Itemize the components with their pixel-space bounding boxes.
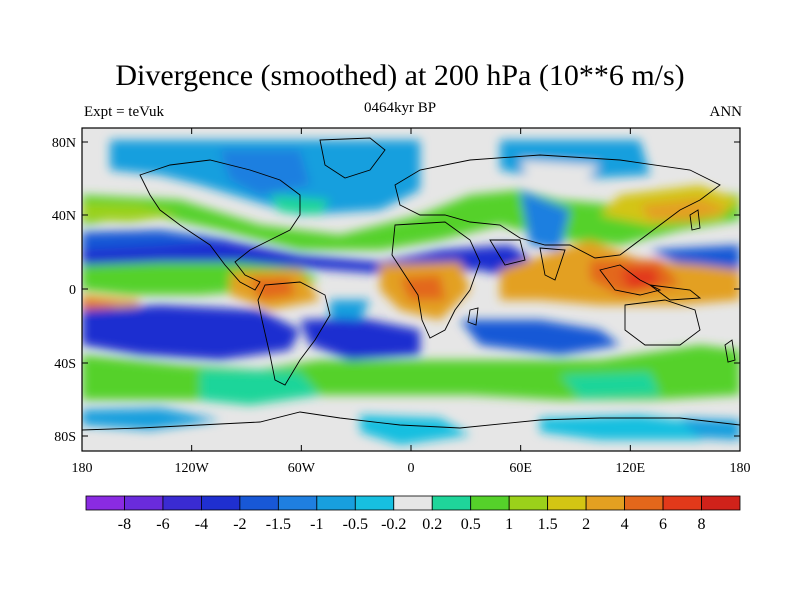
colorbar-label: 8 xyxy=(698,516,706,533)
colorbar-swatch xyxy=(354,495,395,511)
lon-axis: 180 120W 60W 0 60E 120E 180 xyxy=(72,128,751,476)
colorbar-swatch xyxy=(585,495,625,511)
colorbar-swatch xyxy=(470,495,510,511)
lat-tick-label: 40N xyxy=(52,209,76,224)
colorbar-label: -2 xyxy=(233,516,246,533)
colorbar-swatch xyxy=(85,495,125,511)
colorbar-label: 0.2 xyxy=(422,516,442,533)
lon-tick-label: 120E xyxy=(616,461,646,476)
lat-axis: 80N 40N 0 40S 80S xyxy=(52,136,740,445)
lat-tick-label: 80N xyxy=(52,136,76,151)
colorbar-swatch xyxy=(431,495,472,511)
colorbar-label: 1 xyxy=(505,516,513,533)
colorbar-swatch xyxy=(277,495,318,511)
lat-tick-label: 80S xyxy=(54,430,76,445)
colorbar-label: 0.5 xyxy=(461,516,481,533)
colorbar-label: 2 xyxy=(582,516,590,533)
colorbar-label: 6 xyxy=(659,516,667,533)
colorbar-swatch xyxy=(547,495,587,511)
colorbar-label: -0.2 xyxy=(381,516,406,533)
lon-tick-label: 60E xyxy=(509,461,532,476)
lon-tick-label: 0 xyxy=(408,461,415,476)
lon-tick-label: 120W xyxy=(175,461,210,476)
colorbar-label: -1.5 xyxy=(266,516,291,533)
divergence-field xyxy=(82,128,740,451)
colorbar-swatch xyxy=(662,495,702,511)
colorbar-swatch xyxy=(508,495,549,511)
colorbar-label: -4 xyxy=(195,516,208,533)
time-label: 0464kyr BP xyxy=(363,100,437,116)
colorbar-label: -1 xyxy=(310,516,323,533)
colorbar-label: 1.5 xyxy=(538,516,558,533)
season-label: ANN xyxy=(709,104,743,120)
lon-tick-label: 180 xyxy=(730,461,751,476)
coastlines xyxy=(82,137,740,431)
colorbar-swatch xyxy=(162,495,202,511)
colorbar-swatch xyxy=(624,495,664,511)
colorbar-swatch xyxy=(316,495,356,511)
experiment-label: Expt = teVuk xyxy=(84,104,165,120)
colorbar-label: -6 xyxy=(156,516,169,533)
colorbar-swatch xyxy=(201,495,241,511)
colorbar-swatch xyxy=(239,495,279,511)
colorbar-swatch xyxy=(393,495,433,511)
colorbar-swatch xyxy=(701,495,741,511)
colorbar-label: -0.5 xyxy=(343,516,368,533)
plot-title: Divergence (smoothed) at 200 hPa (10**6 … xyxy=(115,59,685,92)
lon-tick-label: 180 xyxy=(72,461,93,476)
lat-tick-label: 40S xyxy=(54,357,76,372)
lat-tick-label: 0 xyxy=(69,283,76,298)
colorbar-label: -8 xyxy=(118,516,131,533)
colorbar: -8 -6 -4 -2 -1.5 -1 -0.5 -0.2 0.2 0.5 1 1.5 2 4 6 8 xyxy=(85,495,741,533)
lon-tick-label: 60W xyxy=(288,461,316,476)
colorbar-swatch xyxy=(124,495,164,511)
colorbar-label: 4 xyxy=(621,516,629,533)
